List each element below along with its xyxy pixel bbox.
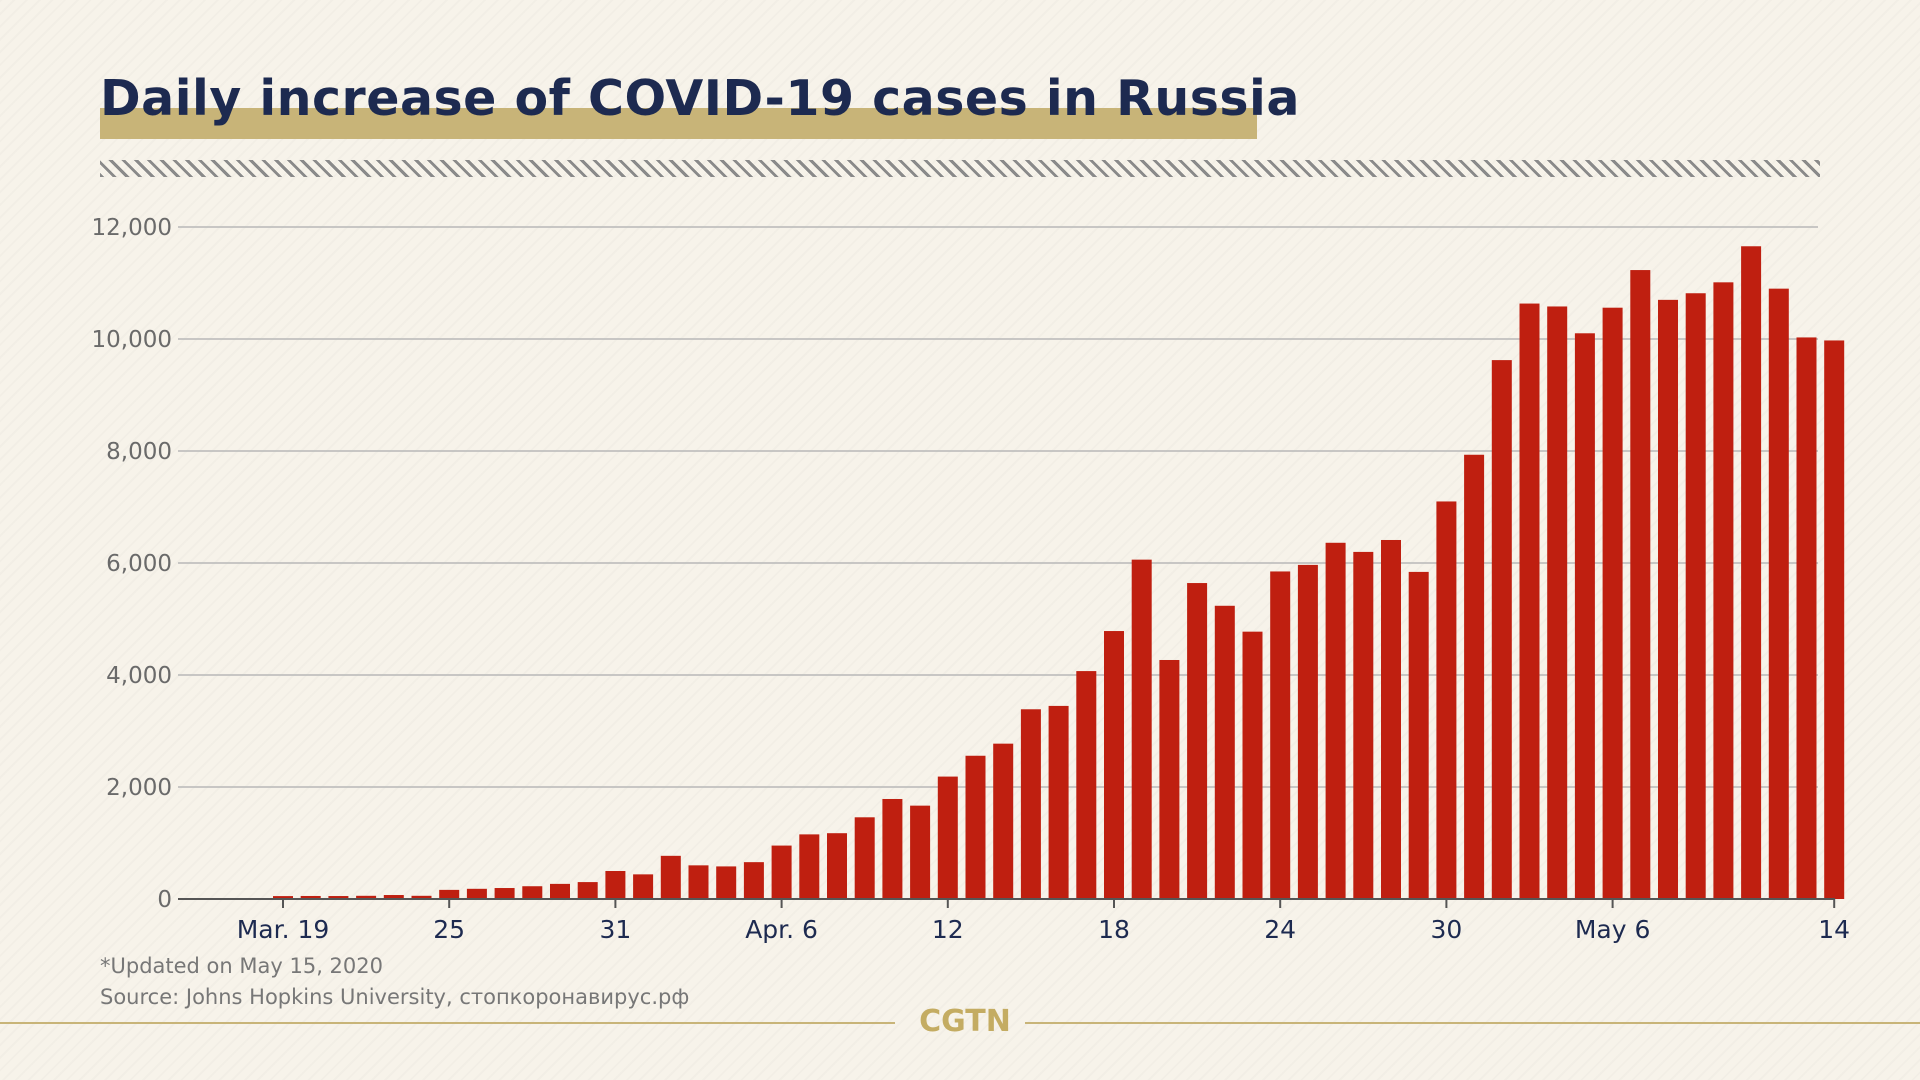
bar	[1547, 306, 1568, 899]
bar	[1353, 551, 1374, 899]
bar	[1270, 571, 1291, 899]
bar	[356, 895, 377, 899]
bar	[1824, 340, 1845, 899]
bar	[1658, 299, 1678, 900]
y-tick-label: 0	[157, 887, 172, 913]
bar	[1602, 307, 1623, 899]
bar	[577, 882, 598, 899]
bar	[1408, 571, 1429, 899]
bar	[1741, 246, 1762, 899]
bar	[1381, 539, 1401, 899]
bar	[1796, 337, 1817, 899]
bar	[1159, 659, 1180, 899]
bar	[1020, 709, 1041, 899]
cgtn-logo: CGTN	[919, 1004, 1011, 1039]
title-highlight-band	[100, 108, 1257, 139]
bar	[716, 866, 737, 899]
bar	[965, 755, 986, 899]
bar	[827, 833, 847, 899]
bar	[1104, 631, 1124, 899]
bar	[1187, 583, 1208, 899]
x-tick-label: Apr. 6	[745, 915, 818, 944]
bar	[328, 896, 349, 899]
bar	[411, 895, 432, 899]
bar	[743, 862, 764, 899]
bar	[1491, 360, 1512, 899]
bar	[937, 776, 958, 899]
bar	[688, 865, 709, 899]
bar	[1630, 270, 1651, 900]
bar	[466, 888, 487, 899]
bar	[522, 886, 543, 899]
bar	[273, 896, 293, 899]
bar	[1131, 559, 1152, 899]
y-tick-label: 12,000	[92, 215, 172, 241]
bar	[993, 743, 1014, 899]
x-tick-label: 14	[1818, 915, 1850, 944]
y-tick-label: 2,000	[106, 775, 172, 801]
updated-note: *Updated on May 15, 2020	[100, 954, 383, 978]
x-tick-label: 12	[932, 915, 964, 944]
y-tick-label: 10,000	[92, 327, 172, 353]
bar-chart: 0 2,000 4,000 6,000 8,000 10,000 12,000 Mar. 19…	[92, 215, 1851, 944]
footer-rule-left	[0, 1022, 895, 1024]
x-tick-label: 24	[1264, 915, 1296, 944]
bar	[660, 855, 681, 899]
bar	[1076, 671, 1097, 899]
footer-rule-right	[1025, 1022, 1920, 1024]
bar	[383, 895, 404, 899]
bar	[1768, 288, 1789, 899]
bar	[799, 834, 820, 899]
bar	[1242, 631, 1263, 899]
x-tick-label: 30	[1430, 915, 1462, 944]
bar	[882, 798, 903, 899]
y-tick-label: 6,000	[106, 551, 172, 577]
source-note: Source: Johns Hopkins University, стопко…	[100, 985, 690, 1009]
bar	[1713, 282, 1734, 899]
bar	[1519, 303, 1540, 899]
bar	[605, 871, 626, 899]
bar	[771, 845, 792, 899]
hatched-divider	[100, 160, 1820, 177]
bar	[1048, 705, 1069, 899]
bar	[1325, 542, 1346, 899]
bar	[1464, 454, 1485, 899]
x-tick-label: May 6	[1575, 915, 1651, 944]
x-tick-label: 31	[599, 915, 631, 944]
x-tick-label: 18	[1098, 915, 1130, 944]
bar	[1297, 564, 1318, 899]
bar	[910, 805, 931, 899]
bar	[1574, 333, 1595, 900]
bar	[300, 895, 321, 899]
x-tick-label: 25	[433, 915, 465, 944]
y-tick-label: 8,000	[106, 439, 172, 465]
x-tick-label: Mar. 19	[237, 915, 330, 944]
bar	[1436, 501, 1457, 899]
y-tick-label: 4,000	[106, 663, 172, 689]
chart-title: Daily increase of COVID-19 cases in Russ…	[100, 70, 1300, 127]
bar	[633, 874, 654, 899]
bar	[439, 889, 460, 899]
bar	[494, 888, 515, 899]
bar	[1685, 293, 1706, 899]
bar	[1214, 605, 1235, 899]
bar	[854, 817, 875, 899]
bar	[550, 883, 570, 899]
